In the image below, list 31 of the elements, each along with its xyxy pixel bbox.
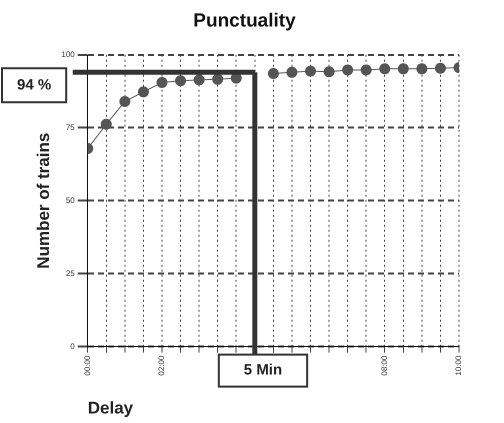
point [194, 74, 205, 86]
point [379, 63, 390, 74]
x-tick-label: 02:00 [157, 355, 166, 376]
point [286, 66, 298, 78]
point [305, 66, 316, 77]
chart-title: Punctuality [193, 10, 296, 32]
point [324, 66, 335, 78]
y-axis-title: Number of trains [34, 132, 53, 269]
x-tick-label: 10:00 [454, 355, 464, 376]
point [416, 63, 428, 74]
point [119, 96, 130, 107]
x-tick-label: 08:00 [380, 355, 389, 376]
point [398, 63, 409, 74]
y-tick-label: 100 [61, 50, 76, 60]
x-axis-title: Delay [88, 398, 134, 418]
point [434, 62, 446, 74]
point [156, 77, 168, 88]
point [212, 74, 224, 85]
ref-line-label: 94 % [16, 76, 52, 94]
point [100, 118, 112, 130]
x-tick-label: 00:00 [82, 355, 92, 376]
point [175, 75, 186, 86]
y-tick-label: 50 [66, 196, 76, 205]
ref-line-label: 5 Min [244, 362, 282, 379]
point [138, 86, 149, 98]
y-tick-label: 75 [66, 122, 76, 132]
y-tick-label: 0 [70, 342, 76, 351]
y-tick-label: 25 [66, 268, 76, 278]
point [360, 64, 372, 76]
point [342, 64, 354, 76]
point [268, 68, 279, 79]
